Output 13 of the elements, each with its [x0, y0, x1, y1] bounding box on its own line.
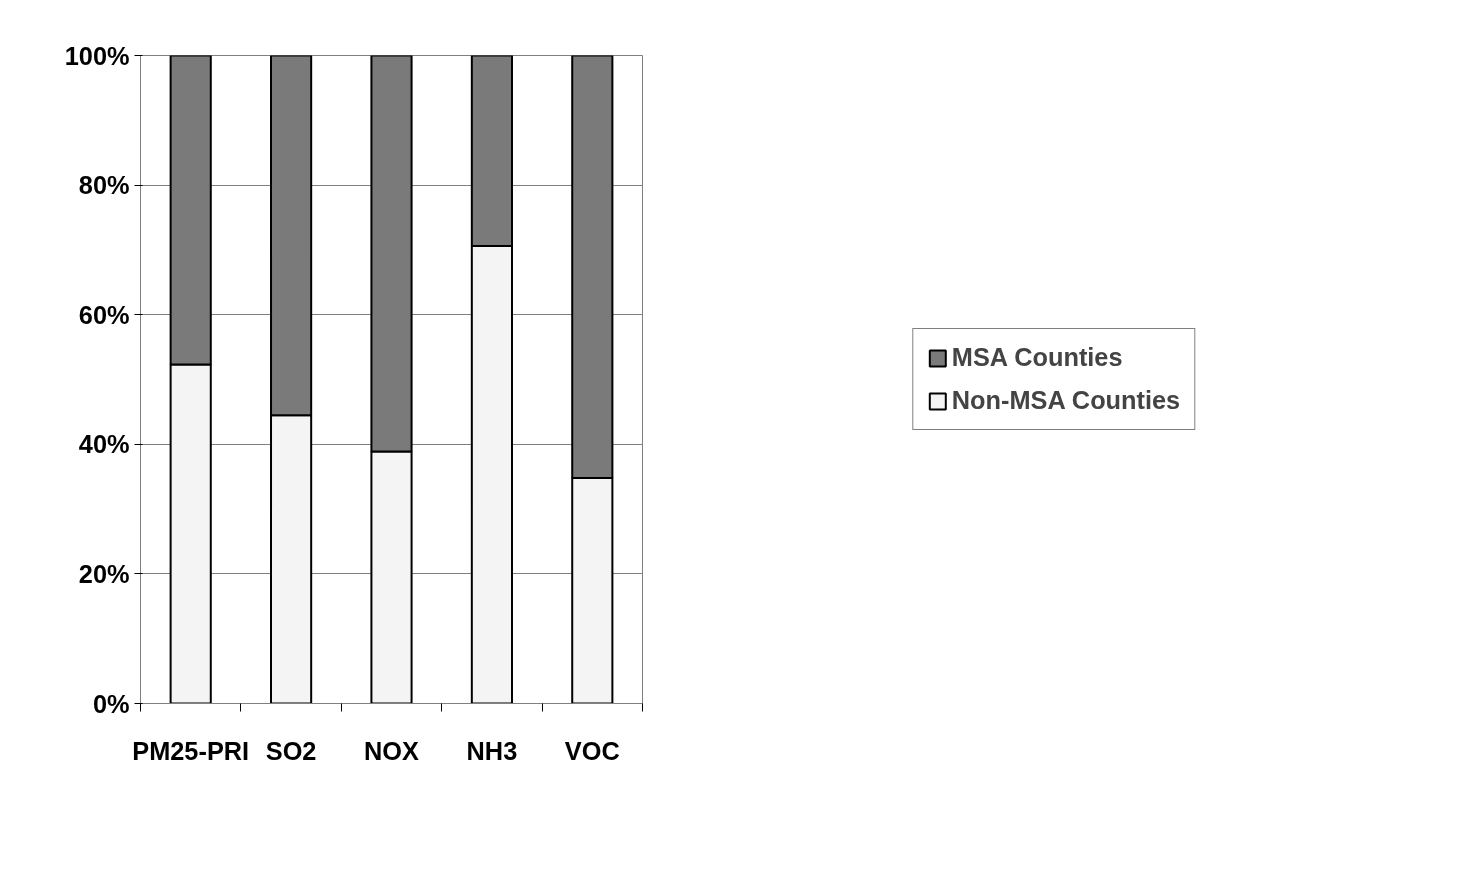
x-tick-label: SO2 [265, 736, 317, 765]
y-tick-label: 60% [78, 300, 130, 329]
y-tick-label: 100% [64, 41, 130, 70]
x-tick-label: VOC [564, 736, 620, 765]
legend-label: MSA Counties [951, 343, 1123, 372]
y-tick-label: 20% [78, 559, 130, 588]
x-tick-label: NOX [364, 736, 420, 765]
x-tick-label: NH3 [466, 736, 518, 765]
x-tick-label: PM25-PRI [132, 736, 250, 765]
y-tick-label: 80% [78, 171, 130, 200]
y-tick-label: 40% [78, 430, 130, 459]
legend-label: Non-MSA Counties [951, 386, 1181, 415]
y-tick-label: 0% [92, 689, 130, 718]
